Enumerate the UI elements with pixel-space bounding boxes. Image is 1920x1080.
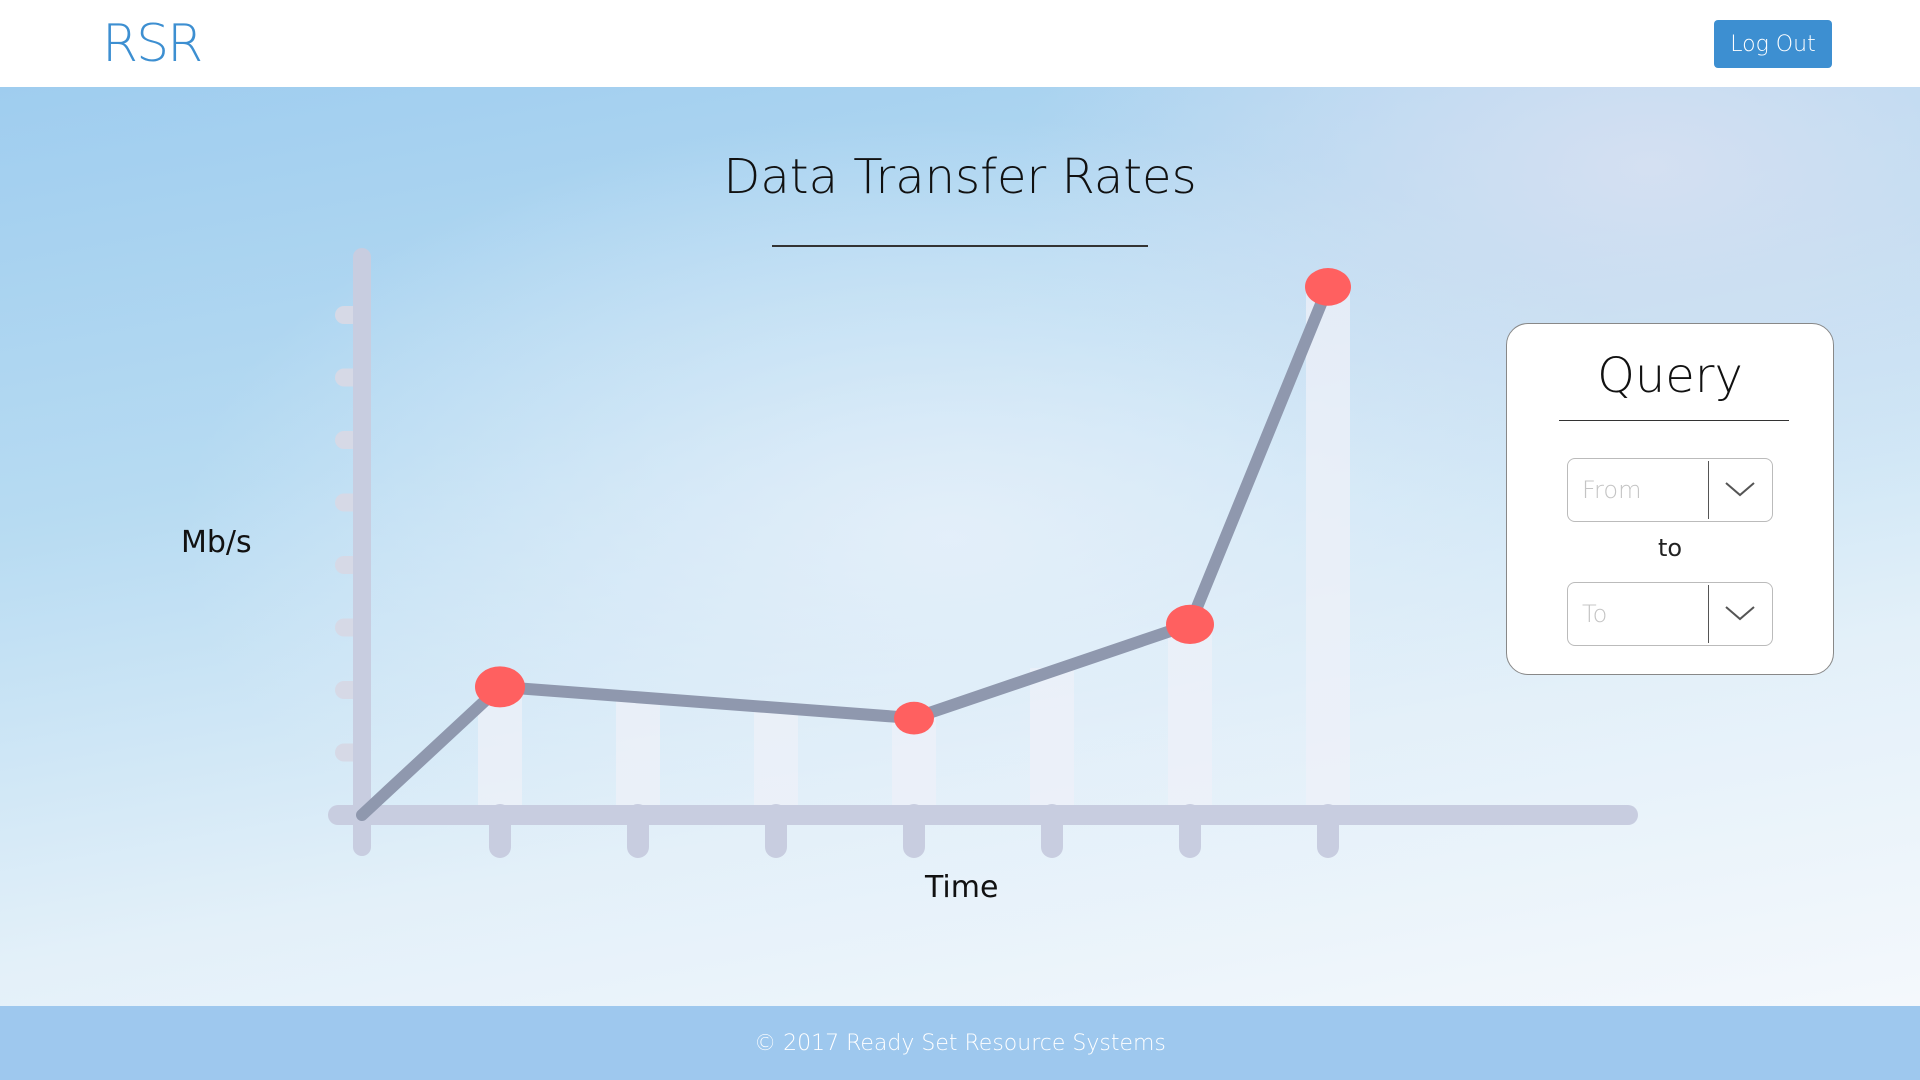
background-bar [616,699,660,815]
data-point-marker [475,666,525,708]
data-point-marker [894,701,934,735]
page-title: Data Transfer Rates [723,149,1197,205]
x-axis-label: Time [925,870,999,905]
background-bar [1306,290,1350,815]
header: RSR Log Out [0,0,1920,87]
select-divider [1708,585,1709,643]
background-bar [1030,668,1074,815]
chevron-down-icon[interactable] [1722,601,1758,625]
query-divider [1559,420,1789,421]
data-point-marker [1166,604,1214,645]
select-divider [1708,461,1709,519]
to-select-placeholder: To [1582,600,1608,628]
data-point-marker [1305,268,1351,306]
logo[interactable]: RSR [102,14,203,74]
background-bar [754,708,798,815]
title-divider [772,245,1148,247]
footer: © 2017 Ready Set Resource Systems [0,1006,1920,1080]
from-select[interactable]: From [1567,458,1773,522]
chevron-down-icon[interactable] [1722,477,1758,501]
query-title: Query [1597,348,1743,404]
query-panel: Query From to To [1506,323,1834,675]
data-transfer-chart [328,248,1638,858]
logout-button[interactable]: Log Out [1714,20,1832,68]
from-select-placeholder: From [1582,476,1642,504]
background-bar [1168,624,1212,815]
to-select[interactable]: To [1567,582,1773,646]
main-content: Data Transfer Rates Mb/s Time Query From… [0,87,1920,1006]
copyright-text: © 2017 Ready Set Resource Systems [754,1030,1166,1056]
to-separator: to [1657,534,1683,562]
y-axis-label: Mb/s [181,525,252,560]
